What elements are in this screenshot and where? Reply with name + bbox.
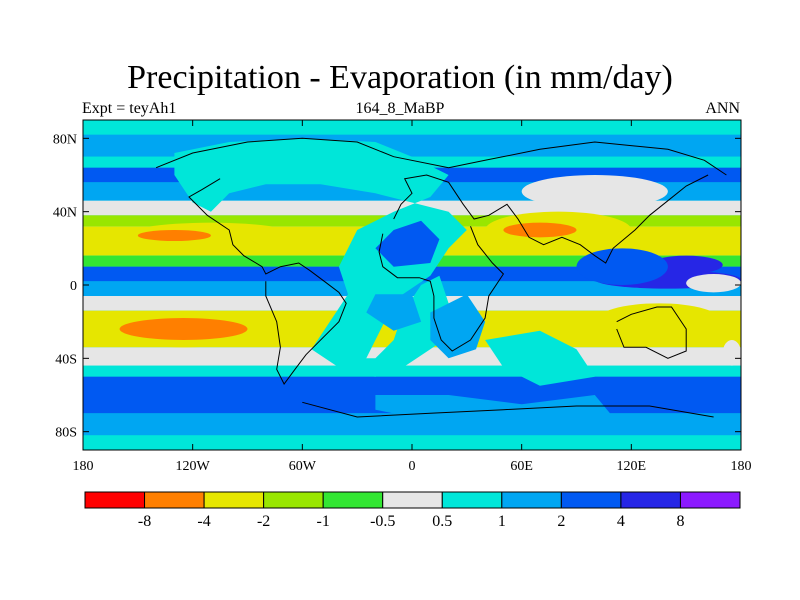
pe-anomaly-patch bbox=[594, 303, 723, 340]
coastline bbox=[188, 178, 347, 385]
colorbar-label: -0.5 bbox=[370, 513, 395, 530]
pe-anomaly-patch bbox=[686, 274, 741, 293]
coastline bbox=[155, 137, 727, 176]
colorbar-swatch bbox=[144, 491, 205, 509]
pe-band bbox=[83, 435, 741, 450]
season-label: ANN bbox=[705, 100, 740, 117]
colorbar-swatch bbox=[382, 491, 443, 509]
lon-tick-label: 60E bbox=[510, 459, 533, 474]
pe-anomaly-patch bbox=[119, 318, 248, 340]
pe-band bbox=[83, 413, 741, 436]
lon-tick-label: 120W bbox=[176, 459, 211, 474]
colorbar-label: 2 bbox=[557, 513, 565, 530]
lon-tick-label: 180 bbox=[73, 459, 94, 474]
colorbar-swatch bbox=[322, 491, 384, 509]
land-region bbox=[375, 395, 614, 423]
colorbar-swatch bbox=[620, 491, 681, 509]
colorbar-swatch bbox=[441, 491, 503, 509]
map-axes: 80N 40N 0 40S 80S 180 120W 60W 0 60E 120E 180 bbox=[53, 120, 752, 474]
pe-anomaly-patch bbox=[119, 222, 303, 252]
lat-tick-label: 0 bbox=[70, 279, 77, 294]
coastline bbox=[302, 401, 714, 418]
land-region bbox=[338, 275, 458, 377]
colorbar-label: -2 bbox=[257, 513, 270, 530]
pe-band bbox=[83, 281, 741, 296]
experiment-label: Expt = teyAh1 bbox=[82, 100, 177, 117]
map-field bbox=[83, 120, 741, 450]
land-region bbox=[366, 294, 422, 331]
colorbar-swatch bbox=[560, 491, 622, 509]
colorbar-swatch bbox=[679, 491, 741, 509]
pe-band bbox=[83, 120, 741, 135]
pe-anomaly-patch bbox=[722, 340, 741, 366]
lon-tick-label: 180 bbox=[731, 459, 752, 474]
coastline bbox=[378, 226, 505, 352]
pe-anomaly-patch bbox=[521, 175, 668, 208]
lon-tick-label: 0 bbox=[409, 459, 416, 474]
pe-anomaly-patch bbox=[137, 230, 211, 241]
pe-anomaly-patch bbox=[576, 248, 668, 285]
colorbar-swatch bbox=[501, 491, 562, 509]
colorbar-swatch bbox=[263, 491, 324, 509]
colorbar-label: -8 bbox=[138, 513, 151, 530]
lon-tick-label: 120E bbox=[617, 459, 647, 474]
period-label: 164_8_MaBP bbox=[355, 100, 445, 117]
land-region bbox=[375, 220, 440, 267]
colorbar-label: -4 bbox=[197, 513, 210, 530]
pe-band bbox=[83, 365, 741, 377]
pe-anomaly-patch bbox=[503, 222, 577, 238]
pe-anomaly-patch bbox=[649, 255, 723, 274]
lat-tick-label: 80S bbox=[55, 426, 77, 441]
coastline bbox=[393, 174, 709, 264]
land-region bbox=[485, 330, 595, 386]
colorbar-label: -1 bbox=[317, 513, 330, 530]
colorbar-label: 0.5 bbox=[432, 513, 452, 530]
lat-tick-label: 40N bbox=[53, 206, 77, 221]
coastline bbox=[616, 306, 687, 359]
lat-tick-label: 40S bbox=[55, 352, 77, 367]
colorbar-swatch bbox=[203, 491, 265, 509]
plot-title: Precipitation - Evaporation (in mm/day) bbox=[127, 59, 673, 96]
colorbar-label: 4 bbox=[617, 513, 625, 530]
coastline-layer bbox=[155, 137, 727, 418]
colorbar: -8 -4 -2 -1 -0.5 0.5 1 2 4 8 bbox=[84, 491, 741, 530]
land-region bbox=[174, 138, 467, 368]
lon-tick-label: 60W bbox=[289, 459, 317, 474]
colorbar-label: 8 bbox=[676, 513, 684, 530]
lat-tick-label: 80N bbox=[53, 132, 77, 147]
colorbar-swatch bbox=[84, 491, 146, 509]
colorbar-label: 1 bbox=[498, 513, 506, 530]
